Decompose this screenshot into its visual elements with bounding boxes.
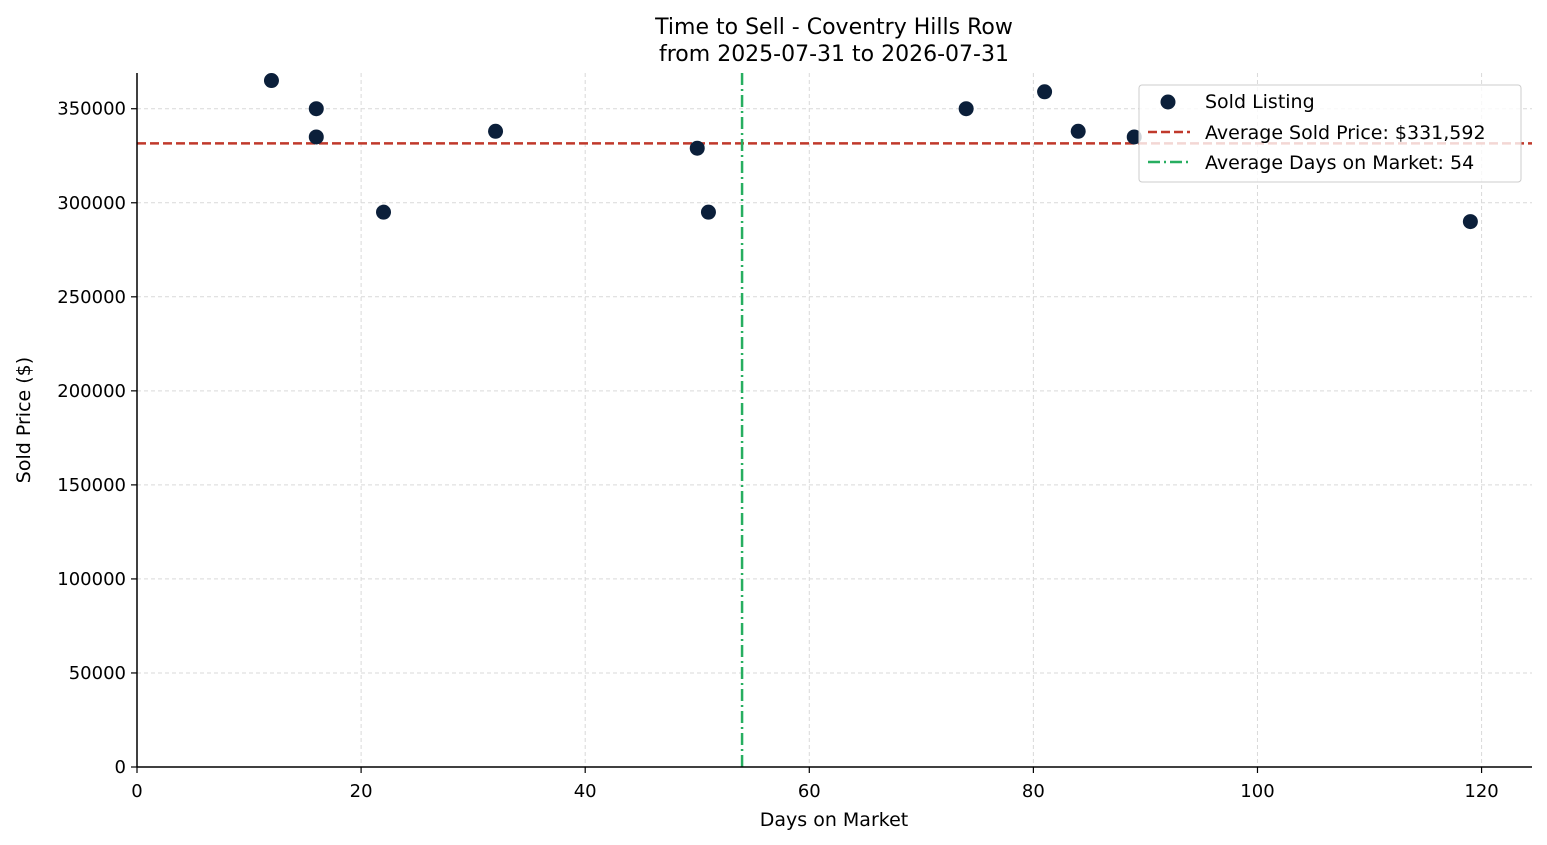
- x-tick-label: 60: [798, 781, 821, 802]
- data-point: [376, 204, 392, 220]
- x-tick-label: 80: [1022, 781, 1045, 802]
- legend-box: [1138, 84, 1522, 183]
- legend-label-sold-listing: Sold Listing: [1205, 91, 1315, 113]
- y-tick-label: 0: [115, 757, 126, 778]
- y-tick-label: 250000: [57, 287, 126, 308]
- data-point: [308, 129, 324, 145]
- y-tick-label: 50000: [69, 663, 126, 684]
- x-tick-label: 40: [574, 781, 597, 802]
- data-point: [1037, 84, 1053, 100]
- x-tick-label: 0: [131, 781, 142, 802]
- data-point: [488, 123, 504, 139]
- data-point: [1126, 129, 1142, 145]
- data-point: [700, 204, 716, 220]
- data-points: [263, 73, 1478, 230]
- chart-subtitle: from 2025-07-31 to 2026-07-31: [659, 42, 1009, 67]
- y-tick-label: 200000: [57, 381, 126, 402]
- x-tick-label: 120: [1464, 781, 1498, 802]
- x-ticks: 0 20 40 60 80 100 120: [131, 767, 1499, 802]
- y-axis-label: Sold Price ($): [13, 357, 35, 483]
- data-point: [1462, 214, 1478, 230]
- y-tick-label: 100000: [57, 569, 126, 590]
- x-tick-label: 100: [1240, 781, 1274, 802]
- y-ticks: 0 50000 100000 150000 200000 250000 300000 3500…: [57, 99, 137, 778]
- legend-label-average-price: Average Sold Price: $331,592: [1205, 122, 1486, 144]
- data-point: [263, 73, 279, 89]
- axes: [136, 73, 1532, 768]
- data-point: [689, 140, 705, 156]
- data-point: [1070, 123, 1086, 139]
- legend-label-average-days: Average Days on Market: 54: [1205, 152, 1474, 174]
- x-tick-label: 20: [350, 781, 373, 802]
- y-tick-label: 150000: [57, 475, 126, 496]
- chart-title: Time to Sell - Coventry Hills Row: [654, 15, 1013, 40]
- data-point: [308, 101, 324, 117]
- legend: Sold Listing Average Sold Price: $331,59…: [1138, 84, 1522, 183]
- y-tick-label: 300000: [57, 193, 126, 214]
- data-point: [958, 101, 974, 117]
- x-axis-label: Days on Market: [760, 809, 908, 831]
- legend-marker-sold-listing: [1160, 94, 1176, 110]
- y-tick-label: 350000: [57, 99, 126, 120]
